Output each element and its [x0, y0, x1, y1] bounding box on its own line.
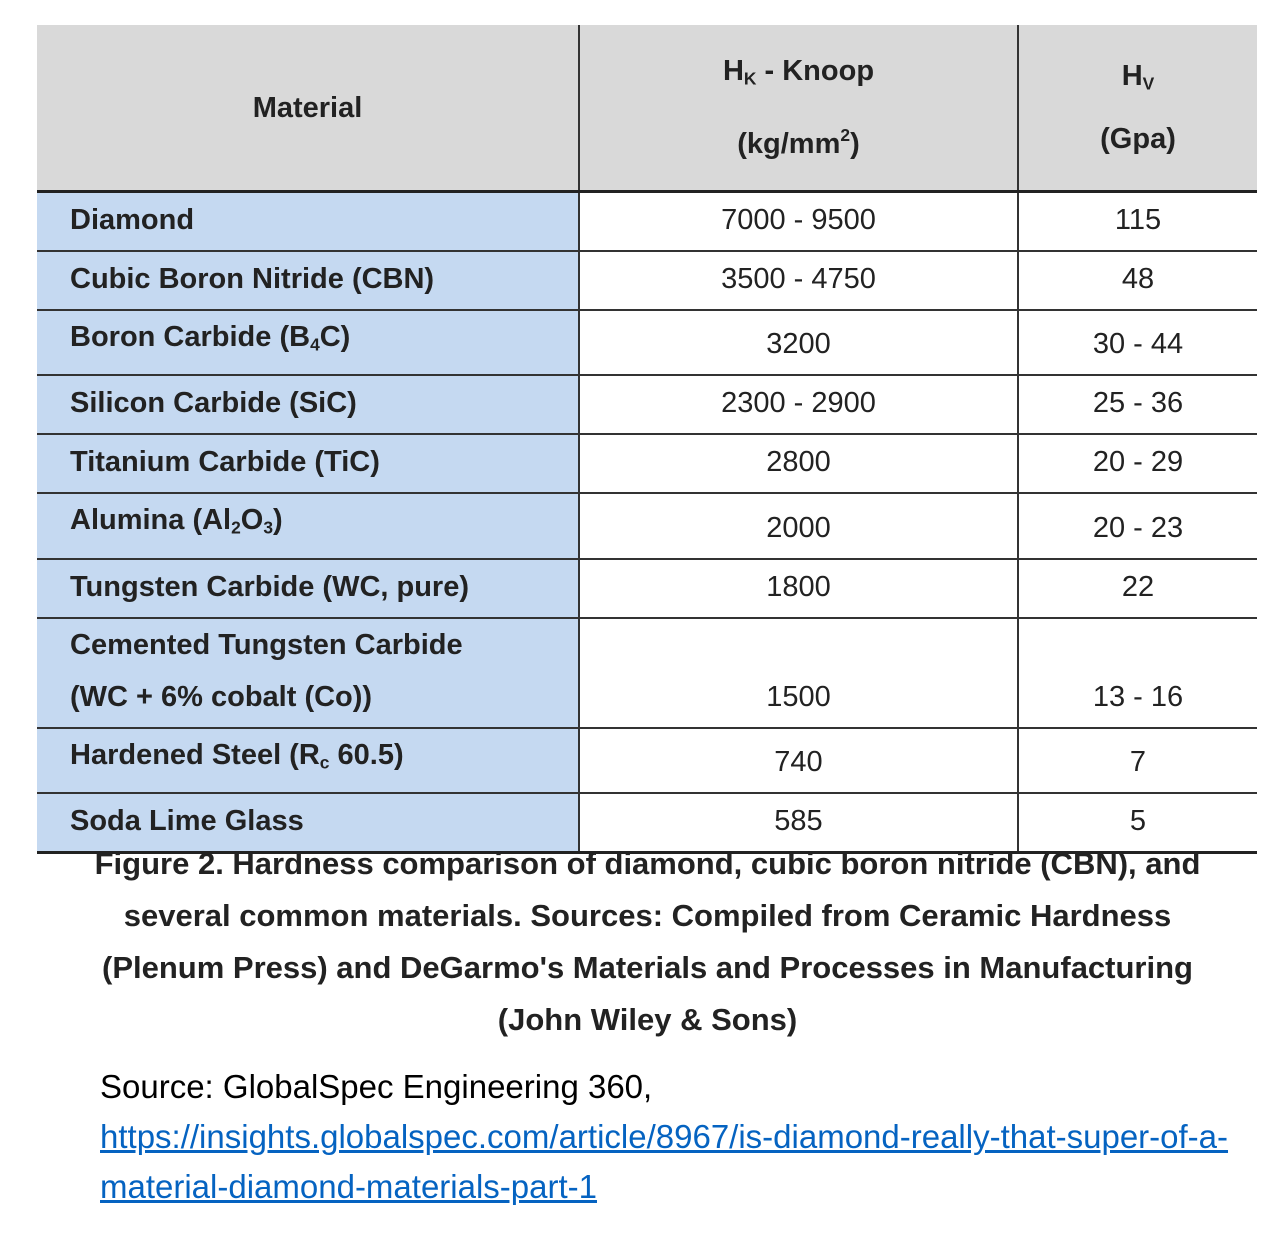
text: (kg/mm: [737, 127, 841, 160]
hv-cell: 30 - 44: [1017, 308, 1257, 376]
knoop-cell: 2000: [578, 492, 1018, 559]
cell-line: Diamond: [70, 194, 578, 246]
subscript: 2: [231, 517, 241, 538]
table-body: Diamond 7000 - 9500 115 Cubic Boron Nitride…: [37, 190, 1257, 855]
text: (WC + 6% cobalt (Co)): [70, 680, 373, 713]
material-cell: Boron Carbide (B4C): [37, 308, 579, 376]
header-cell: Material: [37, 25, 579, 193]
cell-line: HK - Knoop: [581, 43, 1016, 106]
table-row: Silicon Carbide (SiC) 2300 - 2900 25 - 36: [37, 374, 1257, 435]
subscript: 4: [310, 334, 320, 355]
knoop-cell: 2300 - 2900: [578, 374, 1018, 435]
cell-line: Tungsten Carbide (WC, pure): [70, 561, 578, 613]
knoop-cell: 740: [578, 726, 1018, 794]
text: Hardened Steel (R: [70, 738, 320, 771]
text: - Knoop: [756, 55, 875, 88]
text: (Gpa): [1100, 123, 1176, 156]
text: Material: [252, 91, 363, 124]
table-row: Tungsten Carbide (WC, pure) 1800 22: [37, 557, 1257, 618]
cell-line: Cemented Tungsten Carbide: [70, 619, 578, 671]
subscript: V: [1142, 73, 1155, 94]
text: C): [319, 321, 351, 353]
text: 60.5): [329, 738, 404, 771]
table-row: Soda Lime Glass 585 5: [37, 792, 1257, 855]
subscript: K: [743, 68, 757, 89]
cell-line: HV: [1020, 48, 1256, 111]
knoop-cell: 2800: [578, 433, 1018, 494]
cell-line: Alumina (Al2O3): [70, 494, 578, 553]
table-row: Hardened Steel (Rc 60.5) 740 7: [37, 726, 1257, 794]
text: H: [722, 55, 744, 88]
hardness-table: Material HK - Knoop (kg/mm2) HV (Gpa) Diamon…: [37, 25, 1257, 855]
cell-line: Boron Carbide (B4C): [70, 311, 578, 370]
hv-cell: 22: [1017, 557, 1257, 618]
text: ): [850, 127, 860, 160]
source-link[interactable]: https://insights.globalspec.com/article/…: [100, 1118, 1229, 1205]
hv-cell: 48: [1017, 250, 1257, 310]
caption: Figure 2. Hardness comparison of diamond…: [94, 846, 1201, 1037]
table-row: Alumina (Al2O3) 2000 20 - 23: [37, 492, 1257, 559]
knoop-cell: 1500: [578, 616, 1018, 728]
subscript: 3: [263, 517, 274, 538]
cell-line: Soda Lime Glass: [70, 795, 578, 847]
knoop-cell: 3500 - 4750: [578, 250, 1018, 310]
material-cell: Tungsten Carbide (WC, pure): [37, 557, 579, 618]
text: H: [1121, 59, 1143, 92]
material-cell: Soda Lime Glass: [37, 792, 579, 855]
table-row: Cubic Boron Nitride (CBN) 3500 - 4750 48: [37, 250, 1257, 310]
header-row: Material HK - Knoop (kg/mm2) HV (Gpa): [37, 25, 1257, 193]
cell-line: Hardened Steel (Rc 60.5): [70, 729, 578, 788]
knoop-cell: 7000 - 9500: [578, 190, 1018, 251]
cell-line: (kg/mm2): [581, 107, 1016, 172]
material-cell: Silicon Carbide (SiC): [37, 374, 579, 435]
cell-line: Silicon Carbide (SiC): [70, 377, 578, 429]
cell-line: (WC + 6% cobalt (Co)): [70, 671, 578, 723]
hv-cell: 13 - 16: [1017, 616, 1257, 728]
material-cell: Diamond: [37, 190, 579, 251]
subscript: c: [319, 752, 330, 773]
cell-line: Material: [38, 80, 577, 136]
header-cell: HV (Gpa): [1017, 25, 1257, 193]
text: Diamond: [70, 204, 195, 236]
knoop-cell: 1800: [578, 557, 1018, 618]
text: O: [240, 504, 264, 537]
text: Cubic Boron Nitride (CBN): [70, 263, 435, 295]
text: ): [273, 504, 283, 537]
text: Soda Lime Glass: [70, 805, 304, 838]
hv-cell: 115: [1017, 190, 1257, 251]
cell-line: Titanium Carbide (TiC): [70, 436, 578, 488]
hv-cell: 5: [1017, 792, 1257, 855]
material-cell: Titanium Carbide (TiC): [37, 433, 579, 494]
hv-cell: 20 - 23: [1017, 492, 1257, 559]
hv-cell: 7: [1017, 726, 1257, 794]
cell-line: (Gpa): [1020, 111, 1256, 167]
header-cell: HK - Knoop (kg/mm2): [578, 25, 1018, 193]
text: Silicon Carbide (SiC): [70, 387, 357, 420]
text: Titanium Carbide (TiC): [70, 446, 380, 479]
hv-cell: 20 - 29: [1017, 433, 1257, 494]
table-row: Titanium Carbide (TiC) 2800 20 - 29: [37, 433, 1257, 494]
table-row: Diamond 7000 - 9500 115: [37, 190, 1257, 251]
text: Alumina (Al: [70, 504, 232, 537]
table-row: Cemented Tungsten Carbide (WC + 6% cobalt…: [37, 616, 1257, 728]
source-label: Source: GlobalSpec Engineering 360,: [100, 1068, 653, 1105]
source: Source: GlobalSpec Engineering 360, https…: [100, 1062, 1240, 1212]
knoop-cell: 585: [578, 792, 1018, 855]
material-cell: Alumina (Al2O3): [37, 492, 579, 559]
knoop-cell: 3200: [578, 308, 1018, 376]
material-cell: Hardened Steel (Rc 60.5): [37, 726, 579, 794]
text: Boron Carbide (B: [70, 321, 311, 353]
supscript: 2: [840, 124, 851, 145]
material-cell: Cemented Tungsten Carbide (WC + 6% cobalt…: [37, 616, 579, 728]
table-row: Boron Carbide (B4C) 3200 30 - 44: [37, 308, 1257, 376]
material-cell: Cubic Boron Nitride (CBN): [37, 250, 579, 310]
text: Cemented Tungsten Carbide: [70, 628, 463, 661]
hv-cell: 25 - 36: [1017, 374, 1257, 435]
text: Tungsten Carbide (WC, pure): [70, 570, 470, 603]
cell-line: Cubic Boron Nitride (CBN): [70, 253, 578, 305]
